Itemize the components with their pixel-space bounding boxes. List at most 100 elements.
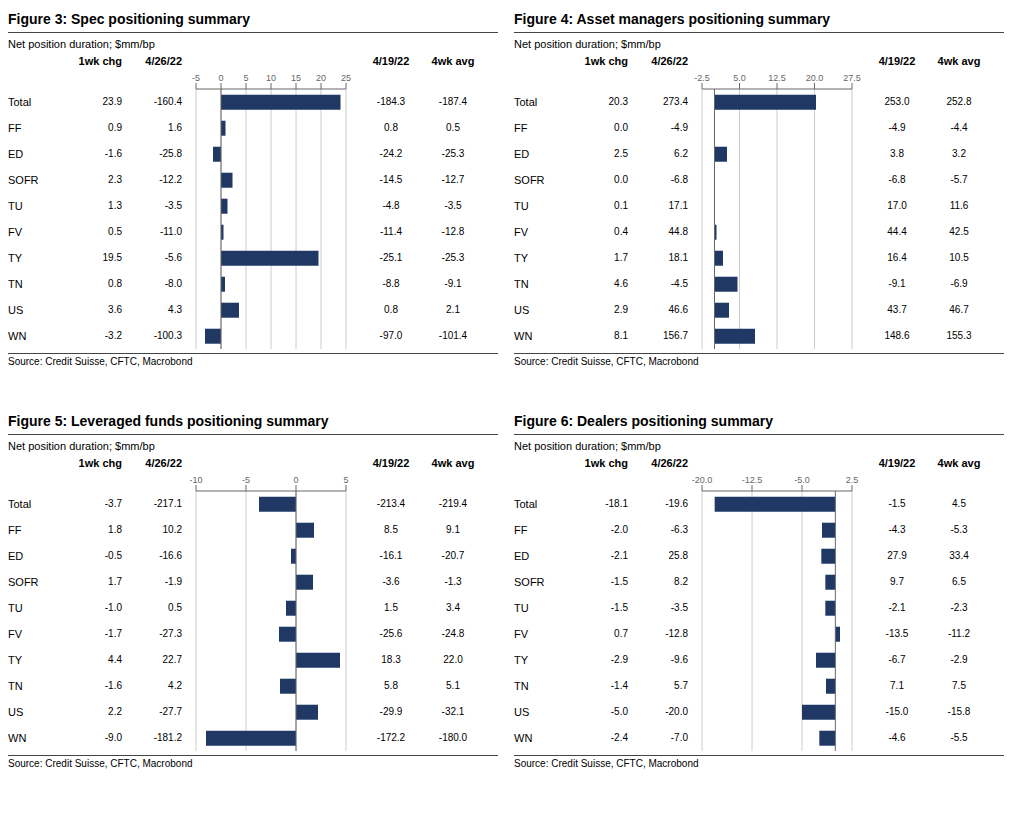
svg-text:5.0: 5.0 [733,73,746,83]
html-text:4/19/22: 4/19/22 [372,55,410,67]
html-text:ED: ED [8,550,24,562]
html-text:0.5: 0.5 [108,226,122,237]
html-text:-3.5: -3.5 [164,200,182,211]
svg-text:5: 5 [343,475,348,485]
html-text:FF: FF [514,122,528,134]
html-text:4wk avg: 4wk avg [937,457,981,469]
html-text:WN: WN [8,330,27,342]
html-text:TY: TY [514,654,529,666]
html-text:Total: Total [514,498,538,510]
html-text:4/26/22: 4/26/22 [145,55,182,67]
html-text:Total: Total [514,96,538,108]
html-text:WN: WN [8,732,27,744]
html-text:TY: TY [8,252,23,264]
html-text:TU: TU [8,200,23,212]
html-text:4wk avg: 4wk avg [431,457,475,469]
html-text:4/19/22: 4/19/22 [372,457,410,469]
html-text:TY: TY [8,654,23,666]
html-text:TU: TU [514,602,529,614]
svg-text:-5.0: -5.0 [794,475,810,485]
html-text:ED: ED [514,550,530,562]
html-text:-3.2: -3.2 [104,330,122,341]
svg-text:27.5: 27.5 [843,73,861,83]
html-text:Net position duration; $mm/bp: Net position duration; $mm/bp [8,38,155,50]
html-text:Net position duration; $mm/bp: Net position duration; $mm/bp [8,440,155,452]
html-text:Net position duration; $mm/bp: Net position duration; $mm/bp [514,440,661,452]
html-text:1.3: 1.3 [108,200,122,211]
html-text:Total: Total [8,96,32,108]
html-text:WN: WN [514,330,533,342]
html-text:SOFR: SOFR [514,174,545,186]
svg-text:12.5: 12.5 [768,73,786,83]
html-text:-12.2: -12.2 [159,174,182,185]
html-text:0.8: 0.8 [108,278,122,289]
svg-text:0: 0 [293,475,298,485]
html-text:FV: FV [8,226,23,238]
html-text:1wk chg: 1wk chg [584,457,628,469]
html-text:ED: ED [514,148,530,160]
svg-text:5: 5 [243,73,248,83]
html-text:SOFR: SOFR [514,576,545,588]
html-text:FV: FV [8,628,23,640]
html-text:4wk avg: 4wk avg [431,55,475,67]
html-text:ED: ED [8,148,24,160]
html-text:Net position duration; $mm/bp: Net position duration; $mm/bp [514,38,661,50]
html-text:TN: TN [8,680,23,692]
svg-text:-12.5: -12.5 [742,475,763,485]
html-text:SOFR: SOFR [8,174,39,186]
html-text:19.5: 19.5 [102,252,122,263]
svg-text:-5: -5 [242,475,250,485]
html-text:Figure 4: Asset managers posit: Figure 4: Asset managers positioning sum… [514,11,831,27]
html-text:-11.0: -11.0 [159,226,182,237]
html-text:TU: TU [8,602,23,614]
html-text:1wk chg: 1wk chg [78,55,122,67]
svg-text:-5: -5 [192,73,200,83]
html-text:US: US [514,706,530,718]
html-text:FF: FF [8,122,22,134]
svg-text:15: 15 [291,73,301,83]
html-text:TY: TY [514,252,529,264]
html-text:FV: FV [514,628,529,640]
html-text:4/19/22: 4/19/22 [878,457,916,469]
svg-text:20: 20 [316,73,326,83]
html-text:FF: FF [514,524,528,536]
html-text:2.3: 2.3 [108,174,122,185]
svg-text:0: 0 [218,73,223,83]
html-text:US: US [514,304,530,316]
html-text:1wk chg: 1wk chg [78,457,122,469]
html-text:TN: TN [514,278,529,290]
html-text:-160.4: -160.4 [153,96,182,107]
html-text:Figure 5: Leveraged funds posi: Figure 5: Leveraged funds positioning su… [8,413,329,429]
html-text:4/26/22: 4/26/22 [145,457,182,469]
html-text:TN: TN [8,278,23,290]
html-text:4/26/22: 4/26/22 [651,55,688,67]
html-text:3.6: 3.6 [108,304,122,315]
svg-text:25: 25 [341,73,351,83]
svg-text:-2.5: -2.5 [694,73,710,83]
html-text:-25.8: -25.8 [159,148,182,159]
html-text:4/19/22: 4/19/22 [878,55,916,67]
html-text:FV: FV [514,226,529,238]
html-text:1.6: 1.6 [168,122,182,133]
html-text:4/26/22: 4/26/22 [651,457,688,469]
html-text:TN: TN [514,680,529,692]
svg-text:-10: -10 [189,475,202,485]
html-text:US: US [8,706,24,718]
html-text:WN: WN [514,732,533,744]
html-text:SOFR: SOFR [8,576,39,588]
html-text:4wk avg: 4wk avg [937,55,981,67]
html-text:23.9: 23.9 [102,96,122,107]
html-text:Figure 6: Dealers positioning: Figure 6: Dealers positioning summary [514,413,774,429]
html-text:-1.6: -1.6 [104,148,122,159]
html-text:Total: Total [8,498,32,510]
html-text:Figure 3: Spec positioning sum: Figure 3: Spec positioning summary [8,11,250,27]
svg-text:2.5: 2.5 [846,475,859,485]
svg-text:-20.0: -20.0 [692,475,713,485]
html-text:TU: TU [514,200,529,212]
html-text:US: US [8,304,24,316]
svg-text:20.0: 20.0 [806,73,824,83]
svg-text:10: 10 [266,73,276,83]
html-text:1wk chg: 1wk chg [584,55,628,67]
html-text:FF: FF [8,524,22,536]
html-text:0.9: 0.9 [108,122,122,133]
